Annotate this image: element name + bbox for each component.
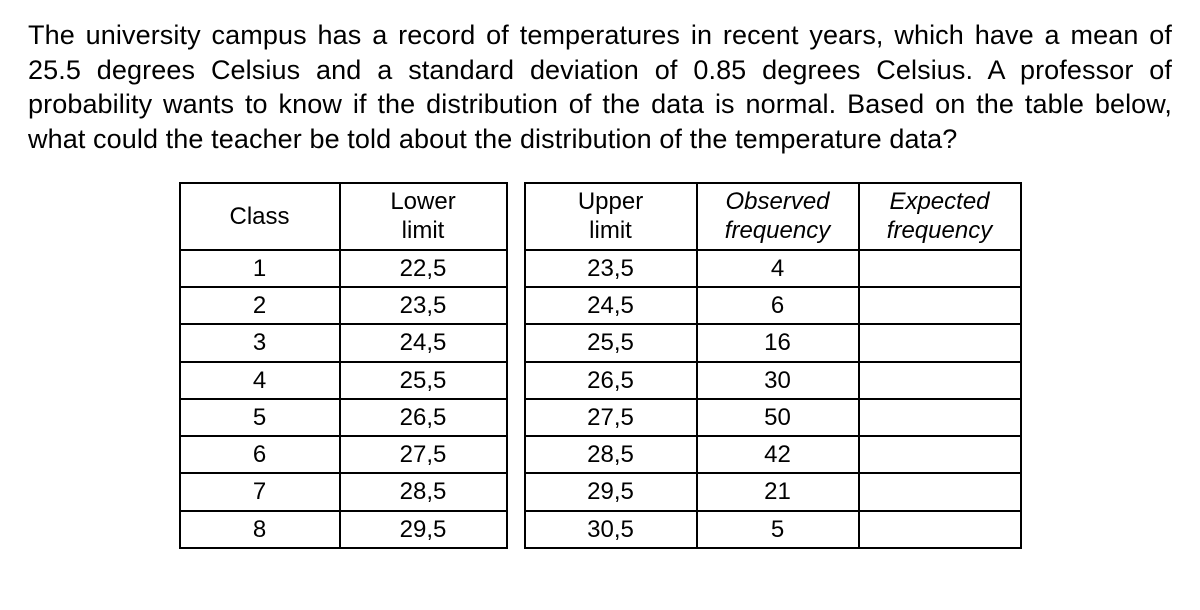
cell-lower-limit: 29,5: [340, 511, 507, 548]
table-container: Class Lower limit Upper limit Observed f…: [28, 182, 1172, 549]
header-class-label: Class: [229, 203, 289, 230]
header-expected-line2: frequency: [887, 217, 992, 244]
header-upper-limit: Upper limit: [525, 183, 697, 250]
cell-spacer: [507, 324, 525, 361]
cell-class: 2: [180, 287, 340, 324]
cell-expected-frequency: [859, 436, 1021, 473]
table-row: 829,5 30,55: [180, 511, 1021, 548]
cell-upper-limit: 24,5: [525, 287, 697, 324]
table-row: 627,5 28,542: [180, 436, 1021, 473]
table-body: 122,523,54223,524,56324,525,516425,526,5…: [180, 250, 1021, 548]
table-row: 526,5 27,550: [180, 399, 1021, 436]
cell-lower-limit: 28,5: [340, 473, 507, 510]
page: The university campus has a record of te…: [0, 0, 1200, 610]
table-row: 324,5 25,516: [180, 324, 1021, 361]
cell-expected-frequency: [859, 473, 1021, 510]
cell-spacer: [507, 473, 525, 510]
cell-spacer: [507, 436, 525, 473]
header-upper-line2: limit: [589, 217, 632, 244]
cell-class: 7: [180, 473, 340, 510]
cell-expected-frequency: [859, 250, 1021, 287]
cell-class: 4: [180, 362, 340, 399]
header-upper-line1: Upper: [578, 188, 643, 215]
cell-lower-limit: 24,5: [340, 324, 507, 361]
cell-observed-frequency: 5: [697, 511, 859, 548]
cell-observed-frequency: 30: [697, 362, 859, 399]
header-lower-line1: Lower: [390, 188, 455, 215]
cell-class: 8: [180, 511, 340, 548]
cell-upper-limit: 23,5: [525, 250, 697, 287]
table-row: 122,5 23,54: [180, 250, 1021, 287]
cell-lower-limit: 25,5: [340, 362, 507, 399]
cell-lower-limit: 22,5: [340, 250, 507, 287]
cell-lower-limit: 26,5: [340, 399, 507, 436]
cell-expected-frequency: [859, 511, 1021, 548]
cell-class: 1: [180, 250, 340, 287]
cell-expected-frequency: [859, 324, 1021, 361]
cell-upper-limit: 28,5: [525, 436, 697, 473]
cell-lower-limit: 27,5: [340, 436, 507, 473]
cell-spacer: [507, 362, 525, 399]
header-observed-line1: Observed: [725, 188, 829, 215]
cell-class: 3: [180, 324, 340, 361]
table-header: Class Lower limit Upper limit Observed f…: [180, 183, 1021, 250]
cell-expected-frequency: [859, 362, 1021, 399]
header-expected-line1: Expected: [889, 188, 989, 215]
cell-observed-frequency: 6: [697, 287, 859, 324]
problem-statement: The university campus has a record of te…: [28, 18, 1172, 156]
frequency-table: Class Lower limit Upper limit Observed f…: [179, 182, 1022, 549]
cell-expected-frequency: [859, 399, 1021, 436]
cell-observed-frequency: 21: [697, 473, 859, 510]
cell-spacer: [507, 250, 525, 287]
table-row: 223,5 24,56: [180, 287, 1021, 324]
cell-lower-limit: 23,5: [340, 287, 507, 324]
table-row: 425,5 26,530: [180, 362, 1021, 399]
cell-upper-limit: 25,5: [525, 324, 697, 361]
cell-observed-frequency: 42: [697, 436, 859, 473]
cell-class: 5: [180, 399, 340, 436]
header-lower-line2: limit: [402, 217, 445, 244]
cell-upper-limit: 29,5: [525, 473, 697, 510]
cell-spacer: [507, 511, 525, 548]
cell-upper-limit: 26,5: [525, 362, 697, 399]
cell-upper-limit: 30,5: [525, 511, 697, 548]
cell-upper-limit: 27,5: [525, 399, 697, 436]
cell-observed-frequency: 50: [697, 399, 859, 436]
header-class: Class: [180, 183, 340, 250]
cell-observed-frequency: 4: [697, 250, 859, 287]
header-lower-limit: Lower limit: [340, 183, 507, 250]
cell-spacer: [507, 399, 525, 436]
header-observed-frequency: Observed frequency: [697, 183, 859, 250]
table-header-row: Class Lower limit Upper limit Observed f…: [180, 183, 1021, 250]
table-row: 728,5 29,521: [180, 473, 1021, 510]
cell-class: 6: [180, 436, 340, 473]
header-expected-frequency: Expected frequency: [859, 183, 1021, 250]
cell-observed-frequency: 16: [697, 324, 859, 361]
cell-expected-frequency: [859, 287, 1021, 324]
header-spacer: [507, 183, 525, 250]
cell-spacer: [507, 287, 525, 324]
header-observed-line2: frequency: [725, 217, 830, 244]
